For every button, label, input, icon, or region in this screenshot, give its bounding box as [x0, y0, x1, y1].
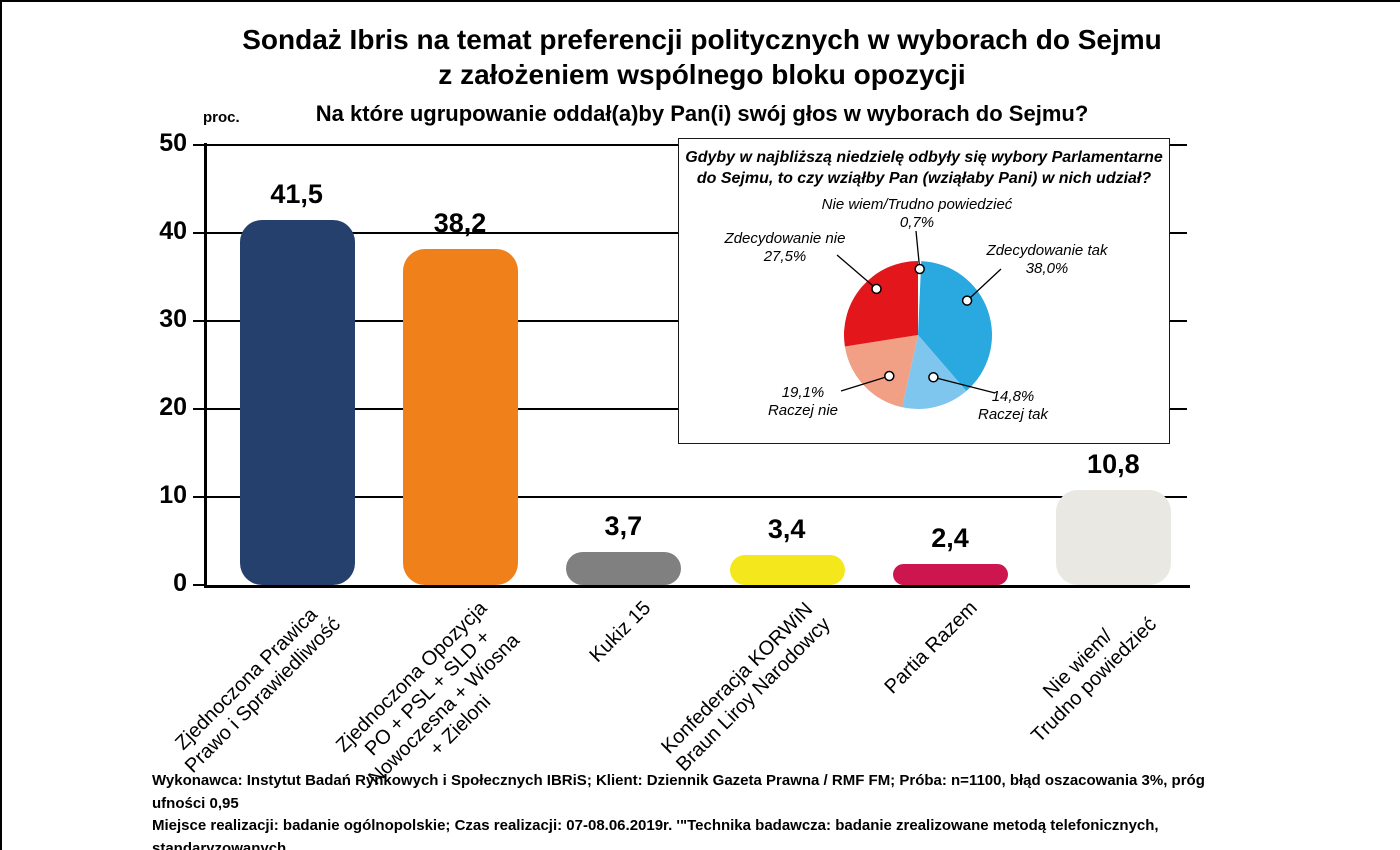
chart-title-line1: Sondaż Ibris na temat preferencji polity… — [242, 24, 1162, 55]
label-dot — [871, 283, 882, 295]
bar — [1056, 489, 1172, 585]
methodology-line2: Miejsce realizacji: badanie ogólnopolski… — [152, 817, 1159, 850]
y-axis-tick — [193, 584, 204, 586]
bar — [403, 248, 518, 585]
x-axis-category-label: Partia Razem — [880, 597, 982, 699]
leader-line — [836, 254, 877, 290]
pie-slice — [918, 261, 992, 391]
pie-slice — [844, 335, 918, 408]
leader-line — [933, 376, 996, 394]
leader-line — [966, 268, 1002, 302]
bar-value-label: 2,4 — [931, 522, 969, 553]
bar — [566, 552, 682, 585]
pie-question-line2: do Sejmu, to czy wziąłby Pan (wziąłaby P… — [696, 169, 1152, 187]
y-axis-tick-label: 50 — [159, 129, 187, 157]
x-axis-category-label: Zjednoczona Prawica Prawo i Sprawiedliwoś… — [170, 603, 345, 778]
bar-value-label: 10,8 — [1087, 448, 1140, 479]
x-axis-category-label: Kukiz 15 — [585, 597, 655, 667]
bar-value-label: 38,2 — [433, 207, 487, 238]
y-axis-unit-label: proc. — [203, 109, 240, 126]
bar — [729, 555, 845, 585]
pie-chart-question: Gdyby w najbliższą niedzielę odbyły się … — [679, 148, 1169, 190]
pie-label: 19,1% Raczej nie — [768, 384, 838, 419]
y-axis-line — [204, 143, 207, 588]
y-axis-tick — [193, 496, 204, 498]
y-axis-tick-label: 30 — [159, 305, 187, 333]
y-axis-tick-label: 0 — [173, 569, 187, 597]
y-axis-tick — [193, 320, 204, 322]
bar-value-label: 3,7 — [604, 511, 643, 542]
y-axis-tick — [193, 232, 204, 234]
pie-question-line1: Gdyby w najbliższą niedzielę odbyły się … — [685, 149, 1163, 166]
y-axis-tick-label: 20 — [159, 393, 187, 421]
bar-chart-question: Na które ugrupowanie oddał(a)by Pan(i) s… — [315, 101, 1089, 126]
gridline — [207, 496, 1187, 498]
pie-label: 14,8% Raczej tak — [978, 388, 1050, 423]
x-axis-category-label: Nie wiem/Trudno powiedzieć — [1027, 613, 1162, 748]
leader-line — [915, 230, 921, 270]
pie-label: Zdecydowanie nie 27,5% — [724, 230, 846, 265]
pie-label: Nie wiem/Trudno powiedzieć 0,7% — [822, 196, 1013, 231]
y-axis-tick-label: 10 — [159, 481, 187, 509]
turnout-inset-panel: Nie wiem/Trudno powiedzieć 0,7% Zdecydowan… — [678, 138, 1170, 444]
label-dot — [914, 263, 925, 275]
pie-label: Zdecydowanie tak 38,0% — [986, 242, 1109, 277]
bar-value-label: 41,5 — [270, 178, 323, 209]
methodology-note: Wykonawca: Instytut Badań Rynkowych i Sp… — [152, 770, 1262, 850]
x-axis-category-label: Konfederacja KORWiN Braun Liroy Narodowcy — [656, 598, 835, 776]
bar-value-label: 3,4 — [767, 514, 806, 545]
label-dot — [884, 370, 895, 382]
y-axis-tick — [193, 144, 204, 146]
x-axis-line — [204, 585, 1190, 588]
bar — [893, 563, 1008, 585]
label-dot — [961, 295, 973, 306]
chart-title-line2: z założeniem wspólnego bloku opozycji — [438, 59, 966, 90]
turnout-pie-chart: Nie wiem/Trudno powiedzieć 0,7%Zdecydowan… — [724, 196, 1109, 423]
bar — [239, 219, 355, 585]
y-axis-tick-label: 40 — [159, 217, 187, 245]
label-dot — [928, 372, 939, 383]
pie-slice — [918, 261, 922, 335]
pie-slice — [902, 335, 967, 409]
y-axis-tick — [193, 408, 204, 410]
bar-chart-plot-area: 0 10 20 30 40 50 41,5 Zjednoczona Prawica Prawo … — [159, 129, 1190, 789]
methodology-line1: Wykonawca: Instytut Badań Rynkowych i Sp… — [152, 772, 1205, 812]
leader-line — [840, 375, 890, 392]
pie-slice — [843, 261, 918, 347]
